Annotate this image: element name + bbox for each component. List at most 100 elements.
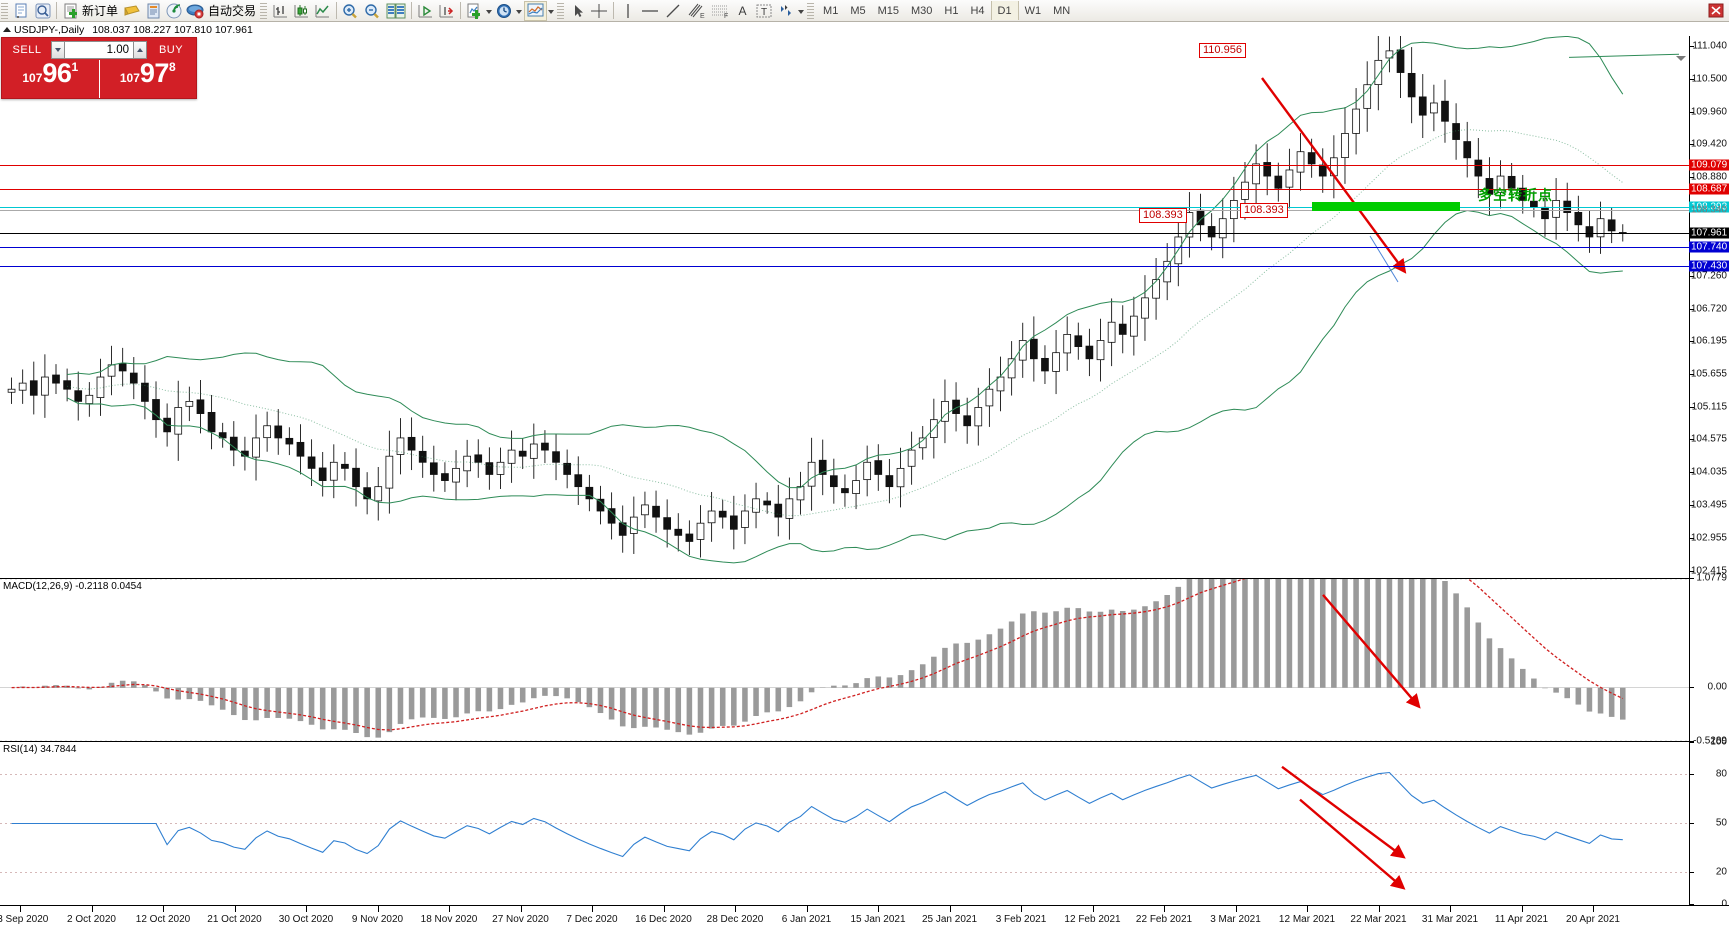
rsi-indicator-label[interactable]: RSI(14) 34.7844 bbox=[2, 744, 78, 755]
price-marker-108.393[interactable]: 108.393 bbox=[1689, 201, 1729, 213]
tile-windows-icon[interactable] bbox=[384, 1, 408, 21]
toolbar-grip-3[interactable] bbox=[557, 2, 565, 19]
chart-scroll-handle[interactable] bbox=[1676, 56, 1686, 61]
new-order-icon[interactable] bbox=[60, 1, 81, 21]
templates-icon[interactable] bbox=[524, 0, 548, 21]
price-level-line[interactable] bbox=[0, 265, 1689, 267]
trendline-icon[interactable] bbox=[662, 1, 684, 21]
price-tick bbox=[1690, 308, 1694, 310]
time-tick-label: 31 Mar 2021 bbox=[1421, 914, 1479, 925]
auto-trading-label[interactable]: 自动交易 bbox=[208, 4, 257, 18]
time-tick-label: 6 Jan 2021 bbox=[781, 914, 832, 925]
auto-scroll-icon[interactable] bbox=[436, 1, 457, 21]
price-marker-107.740[interactable]: 107.740 bbox=[1689, 241, 1729, 253]
timeframe-h1[interactable]: H1 bbox=[944, 4, 959, 17]
price-marker-108.687[interactable]: 108.687 bbox=[1689, 183, 1729, 195]
time-tick-label: 21 Oct 2020 bbox=[207, 914, 262, 925]
timeframe-m5[interactable]: M5 bbox=[850, 4, 866, 17]
timeframe-m15[interactable]: M15 bbox=[877, 4, 899, 17]
svg-text:T: T bbox=[761, 7, 767, 18]
new-order-label[interactable]: 新订单 bbox=[82, 4, 119, 18]
rsi-pane[interactable]: RSI(14) 34.7844 bbox=[0, 741, 1689, 905]
volume-input[interactable]: 1.00 bbox=[65, 41, 133, 59]
market-watch-icon[interactable] bbox=[121, 1, 143, 21]
macd-pane[interactable]: MACD(12,26,9) -0.2118 0.0454 bbox=[0, 578, 1689, 741]
sell-price-display[interactable]: 107 96 1 bbox=[2, 60, 100, 98]
auto-trading-icon[interactable] bbox=[185, 1, 207, 21]
equidistant-channel-icon[interactable]: E bbox=[684, 1, 708, 21]
price-tick-label: 102.955 bbox=[1690, 532, 1727, 544]
time-tick bbox=[1092, 906, 1094, 912]
buy-price-display[interactable]: 107 97 8 bbox=[100, 60, 197, 98]
price-scale[interactable]: 111.040 110.500 109.960 109.420 108.880 107.2… bbox=[1689, 36, 1729, 945]
price-level-line[interactable] bbox=[0, 246, 1689, 248]
price-marker-109.079[interactable]: 109.079 bbox=[1689, 159, 1729, 171]
buy-price-fraction: 8 bbox=[168, 60, 176, 74]
new-chart-icon[interactable] bbox=[11, 1, 32, 21]
price-marker-107.961[interactable]: 107.961 bbox=[1689, 227, 1729, 239]
price-level-line[interactable] bbox=[0, 189, 1689, 191]
svg-text:E: E bbox=[700, 13, 705, 19]
buy-price-pips: 97 bbox=[139, 58, 170, 88]
arrows-dropdown-caret[interactable] bbox=[798, 9, 805, 14]
text-tool-icon[interactable]: A bbox=[738, 3, 747, 18]
rsi-tick bbox=[1690, 872, 1694, 874]
candlestick-chart-icon[interactable] bbox=[291, 1, 312, 21]
sell-button[interactable]: SELL bbox=[12, 44, 42, 56]
text-label-icon[interactable]: T bbox=[753, 1, 775, 21]
zoom-out-icon[interactable] bbox=[362, 1, 384, 21]
templates-dropdown-caret[interactable] bbox=[548, 9, 555, 14]
price-marker-107.430[interactable]: 107.430 bbox=[1689, 260, 1729, 272]
add-indicator-icon[interactable] bbox=[464, 1, 485, 21]
line-chart-icon[interactable] bbox=[312, 1, 333, 21]
toolbar-grip-2[interactable] bbox=[260, 2, 268, 19]
volume-decrease-button[interactable] bbox=[51, 41, 65, 59]
timeframe-mn[interactable]: MN bbox=[1053, 4, 1071, 17]
price-pane[interactable]: 多空转折点 110.956 108.393 108.393 bbox=[0, 36, 1689, 578]
price-level-line[interactable] bbox=[0, 165, 1689, 167]
vertical-line-icon[interactable] bbox=[617, 1, 638, 21]
price-tick-label: 109.960 bbox=[1690, 106, 1727, 117]
toolbar-grip-4[interactable] bbox=[807, 2, 815, 19]
horizontal-line-icon[interactable] bbox=[638, 1, 662, 21]
fibonacci-retracement-icon[interactable]: F bbox=[708, 1, 732, 21]
macd-indicator-label[interactable]: MACD(12,26,9) -0.2118 0.0454 bbox=[2, 581, 143, 592]
timeframe-h4[interactable]: H4 bbox=[970, 4, 985, 17]
time-tick bbox=[1378, 906, 1380, 912]
timeframe-d1[interactable]: D1 bbox=[990, 1, 1019, 20]
time-tick bbox=[806, 906, 808, 912]
buy-button[interactable]: BUY bbox=[158, 44, 184, 56]
period-dropdown-caret[interactable] bbox=[516, 9, 523, 14]
navigator-icon[interactable] bbox=[164, 1, 185, 21]
timeframe-m30[interactable]: M30 bbox=[911, 4, 933, 17]
bar-chart-icon[interactable] bbox=[270, 1, 291, 21]
price-level-line[interactable] bbox=[0, 233, 1689, 235]
one-click-trading-prices: 107 96 1 107 97 8 bbox=[2, 60, 196, 98]
price-level-line[interactable] bbox=[0, 206, 1689, 208]
cursor-icon[interactable] bbox=[567, 1, 588, 21]
chart-shift-icon[interactable] bbox=[415, 1, 436, 21]
toolbar-grip-1[interactable] bbox=[1, 2, 8, 19]
volume-increase-button[interactable] bbox=[133, 41, 147, 59]
close-window-icon[interactable] bbox=[1705, 1, 1726, 21]
crosshair-icon[interactable] bbox=[588, 1, 610, 21]
timeframe-w1[interactable]: W1 bbox=[1024, 4, 1042, 17]
macd-tick-label: -0.5289 bbox=[1693, 735, 1727, 747]
zoom-in-icon[interactable] bbox=[340, 1, 362, 21]
period-clock-icon[interactable] bbox=[494, 1, 515, 21]
chart-container[interactable]: 多空转折点 110.956 108.393 108.393 MACD(12,26… bbox=[0, 36, 1729, 945]
rsi-tick-label: 0 bbox=[1721, 898, 1727, 910]
price-level-line[interactable] bbox=[0, 210, 1689, 212]
data-window-icon[interactable] bbox=[143, 1, 164, 21]
toolbar-separator-3 bbox=[411, 2, 413, 19]
macd-tick bbox=[1690, 741, 1694, 742]
time-scale[interactable]: 23 Sep 2020 2 Oct 2020 12 Oct 2020 21 Oct 2… bbox=[0, 905, 1729, 945]
profiles-icon[interactable] bbox=[32, 1, 53, 21]
timeframe-m1[interactable]: M1 bbox=[823, 4, 839, 17]
volume-stepper[interactable]: 1.00 bbox=[51, 41, 147, 59]
arrows-icon[interactable] bbox=[775, 1, 797, 21]
time-tick bbox=[1021, 906, 1022, 912]
expand-triangle-icon[interactable] bbox=[3, 27, 11, 32]
rsi-tick bbox=[1690, 773, 1694, 775]
add-indicator-dropdown-caret[interactable] bbox=[486, 9, 493, 14]
